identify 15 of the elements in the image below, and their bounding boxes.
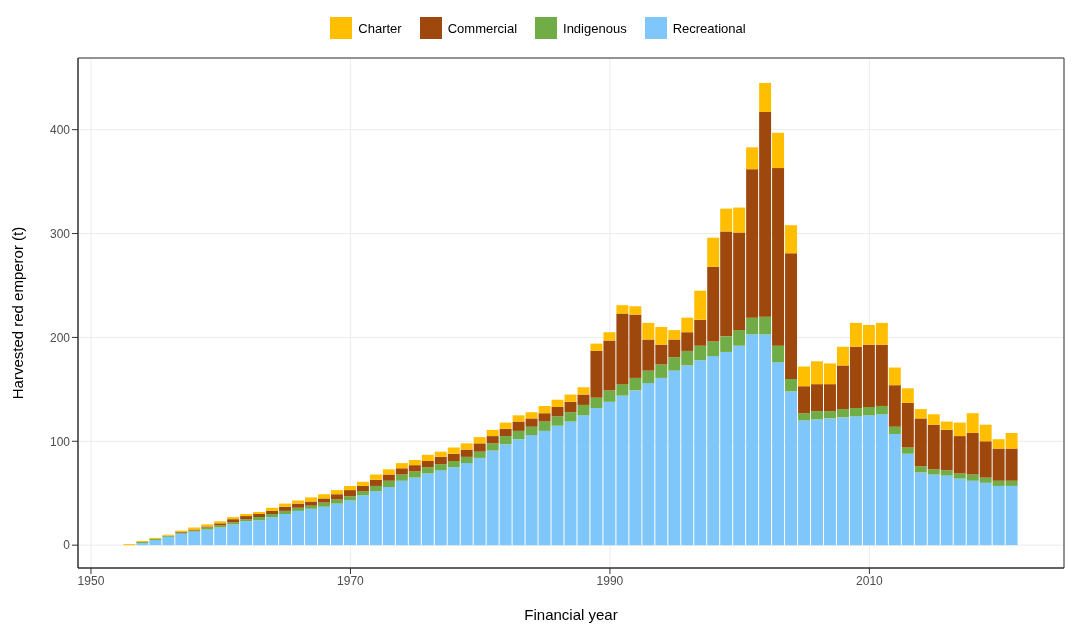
y-tick-label: 400 bbox=[49, 122, 71, 137]
legend-label: Indigenous bbox=[563, 20, 627, 36]
y-tick-label: 200 bbox=[49, 330, 71, 345]
x-axis-title: Financial year bbox=[524, 606, 618, 623]
y-tick-label: 0 bbox=[63, 538, 71, 553]
x-tick-label: 1970 bbox=[337, 573, 365, 588]
legend-label: Recreational bbox=[672, 20, 746, 36]
y-tick-label: 100 bbox=[49, 434, 71, 449]
legend-label: Commercial bbox=[447, 20, 518, 36]
x-tick-label: 1950 bbox=[77, 573, 105, 588]
x-tick-label: 1990 bbox=[596, 573, 624, 588]
y-axis-title: Harvested red emperor (t) bbox=[9, 226, 27, 400]
y-tick-label: 300 bbox=[49, 226, 71, 241]
legend-label: Charter bbox=[358, 20, 402, 36]
x-tick-label: 2010 bbox=[856, 573, 884, 588]
